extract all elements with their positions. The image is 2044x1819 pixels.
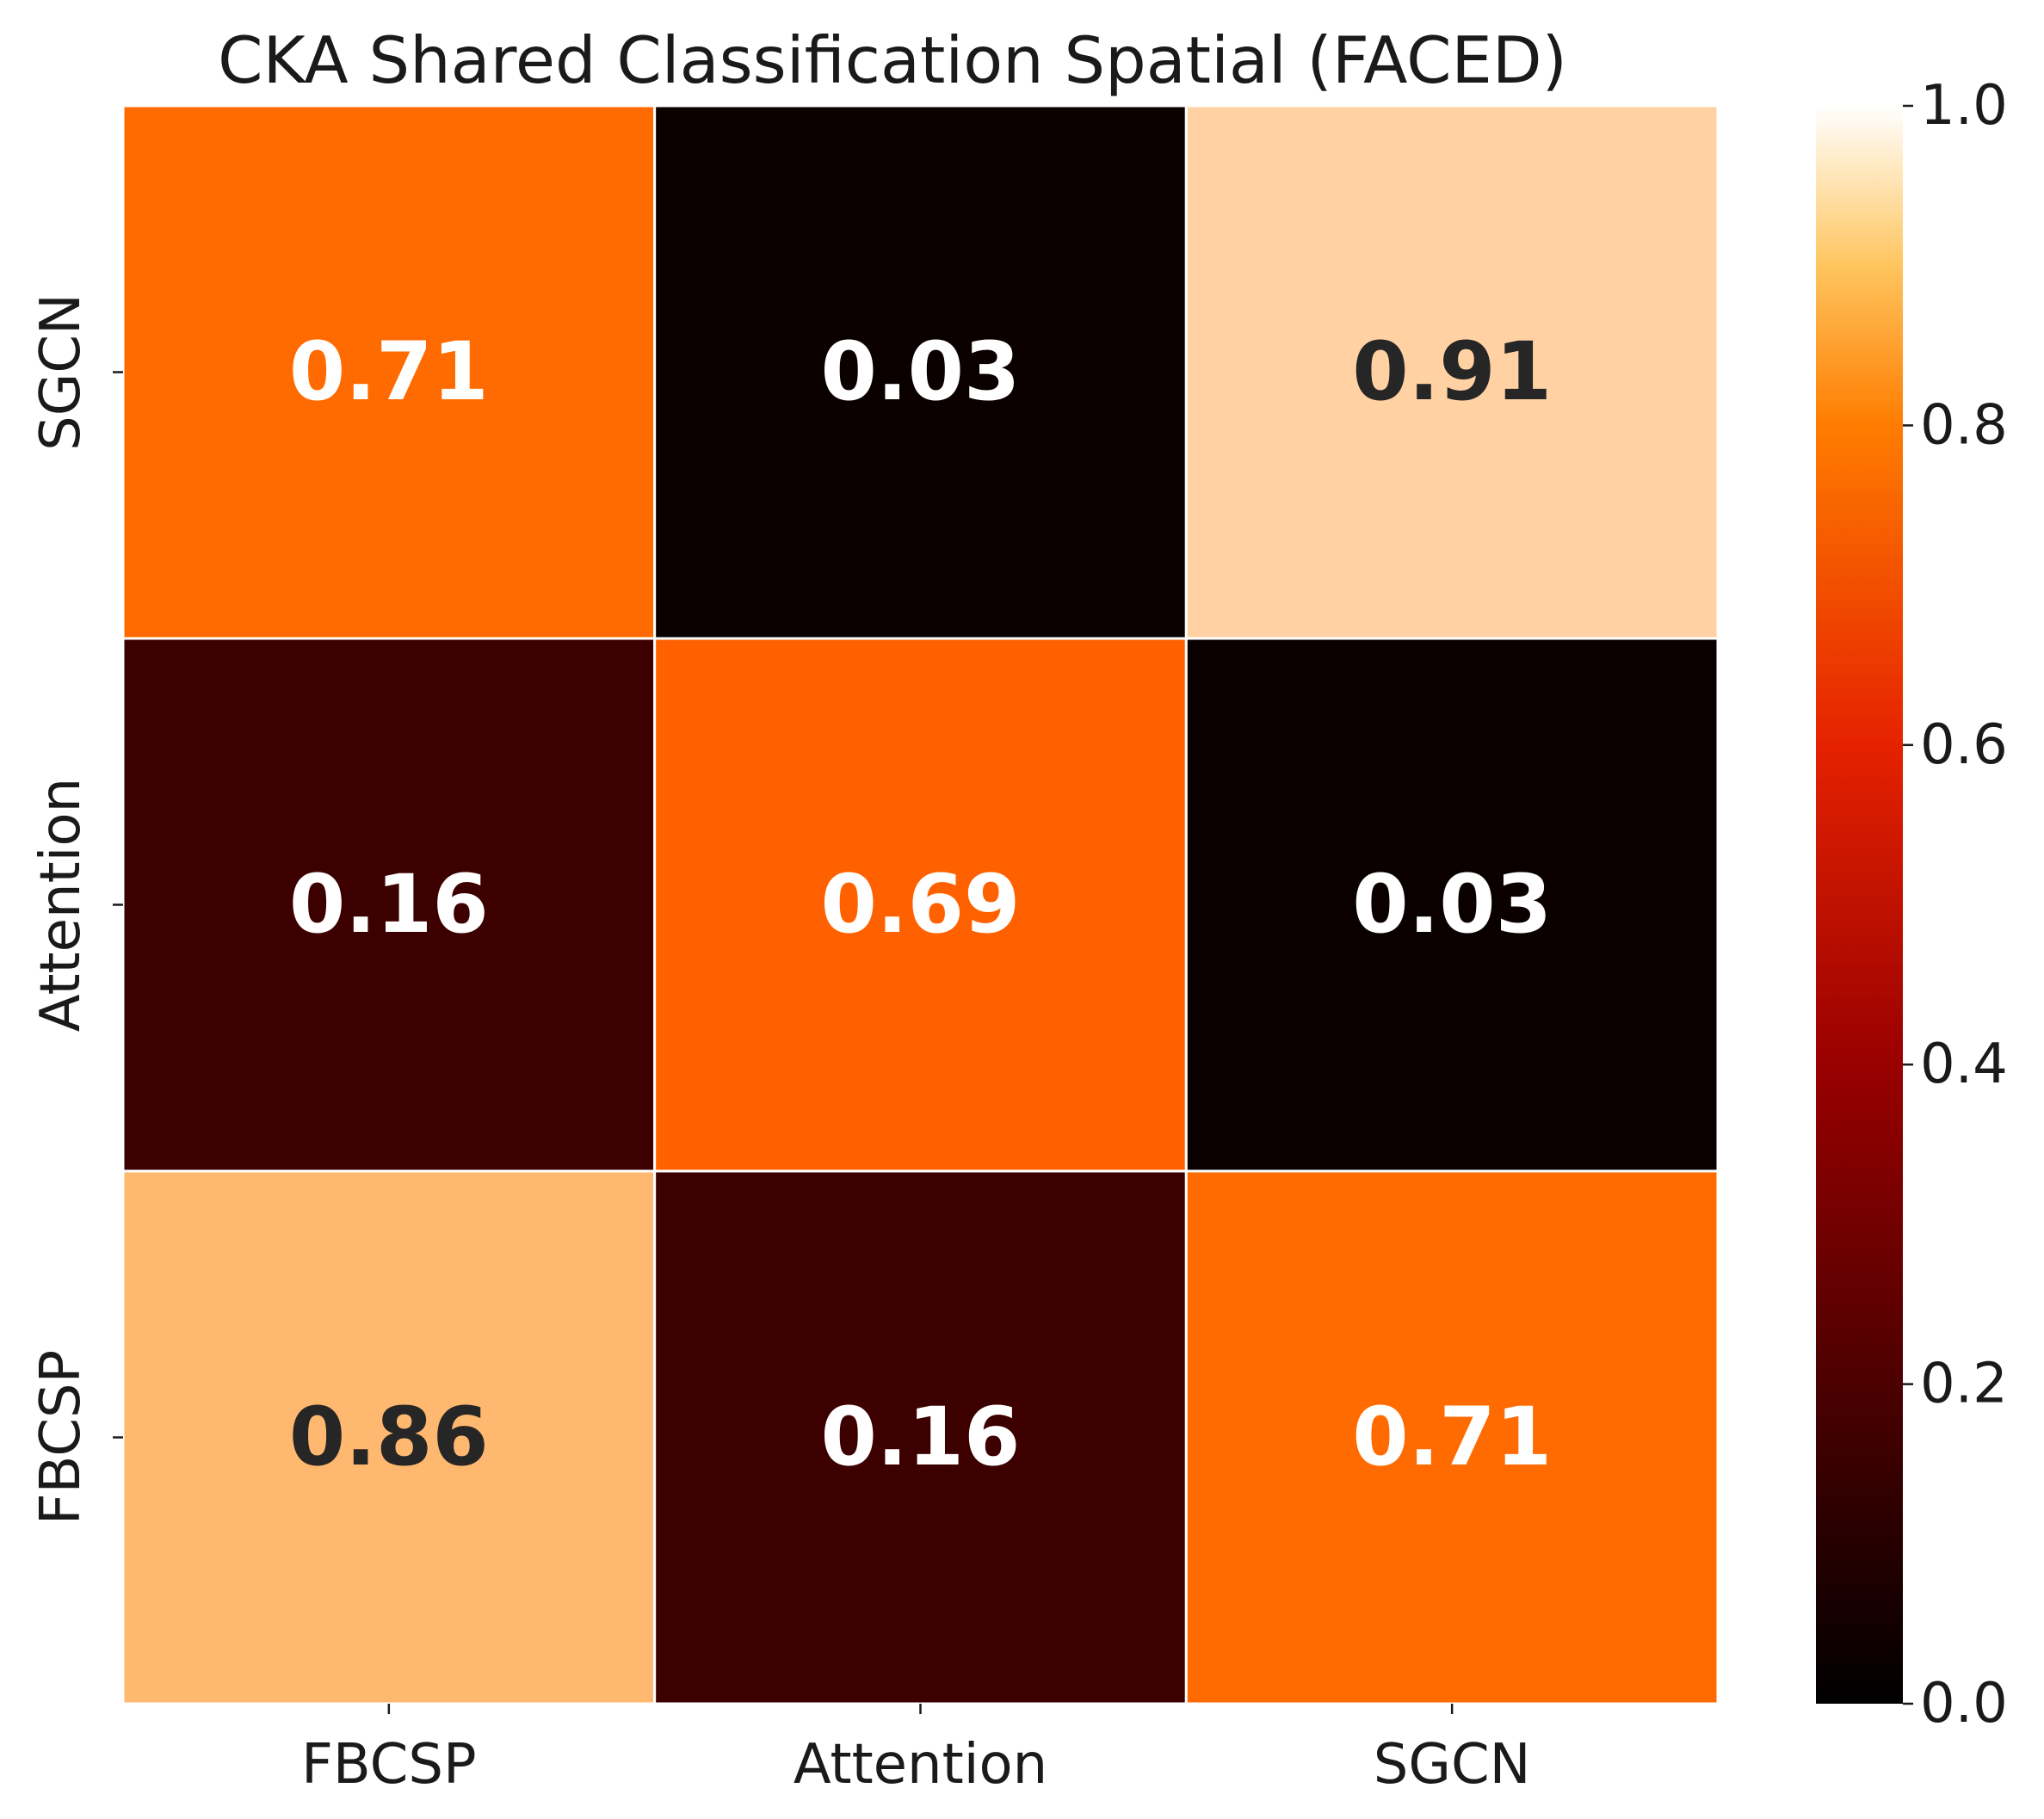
x-axis: FBCSP Attention SGCN (301, 1704, 1531, 1797)
colorbar-tick-label: 0.0 (1920, 1672, 2008, 1736)
heatmap-cell (121, 637, 657, 1173)
colorbar: 0.0 0.2 0.4 0.6 0.8 1.0 (1816, 74, 2008, 1736)
cell-value-label: 0.69 (821, 858, 1021, 952)
heatmap-cells (121, 104, 1720, 1705)
cell-value-label: 0.03 (1352, 858, 1552, 952)
colorbar-tick-label: 0.2 (1920, 1353, 2008, 1416)
x-tick-label: Attention (794, 1733, 1047, 1797)
cell-value-label: 0.03 (821, 325, 1021, 419)
colorbar-tick-label: 0.8 (1920, 393, 2008, 457)
heatmap-cell (1184, 637, 1720, 1173)
heatmap-cell-labels: 0.71 0.03 0.91 0.16 0.69 0.03 0.86 0.16 0.71 (289, 325, 1552, 1484)
y-tick-label: SGCN (29, 293, 93, 451)
x-tick-label: SGCN (1374, 1733, 1531, 1797)
cell-value-label: 0.16 (821, 1390, 1021, 1484)
colorbar-tick-label: 0.6 (1920, 713, 2008, 777)
cell-value-label: 0.86 (289, 1390, 489, 1484)
colorbar-gradient (1816, 106, 1903, 1704)
colorbar-tick-label: 0.4 (1920, 1033, 2008, 1096)
y-tick-label: Attention (29, 778, 93, 1032)
heatmap-cell (653, 637, 1188, 1173)
y-tick-label: FBCSP (29, 1350, 93, 1526)
chart-title: CKA Shared Classification Spatial (FACED… (218, 22, 1567, 98)
cell-value-label: 0.71 (1352, 1390, 1552, 1484)
colorbar-ticks: 0.0 0.2 0.4 0.6 0.8 1.0 (1903, 74, 2008, 1736)
y-axis: SGCN Attention FBCSP (29, 293, 123, 1525)
cell-value-label: 0.71 (289, 325, 489, 419)
cell-value-label: 0.91 (1352, 325, 1552, 419)
heatmap-cell (121, 104, 657, 640)
heatmap-cell (653, 104, 1188, 640)
x-tick-label: FBCSP (301, 1733, 477, 1797)
heatmap-cell (1184, 104, 1720, 640)
heatmap-cell (653, 1169, 1188, 1705)
colorbar-tick-label: 1.0 (1920, 74, 2008, 138)
cell-value-label: 0.16 (289, 858, 489, 952)
heatmap-cell (121, 1169, 657, 1705)
